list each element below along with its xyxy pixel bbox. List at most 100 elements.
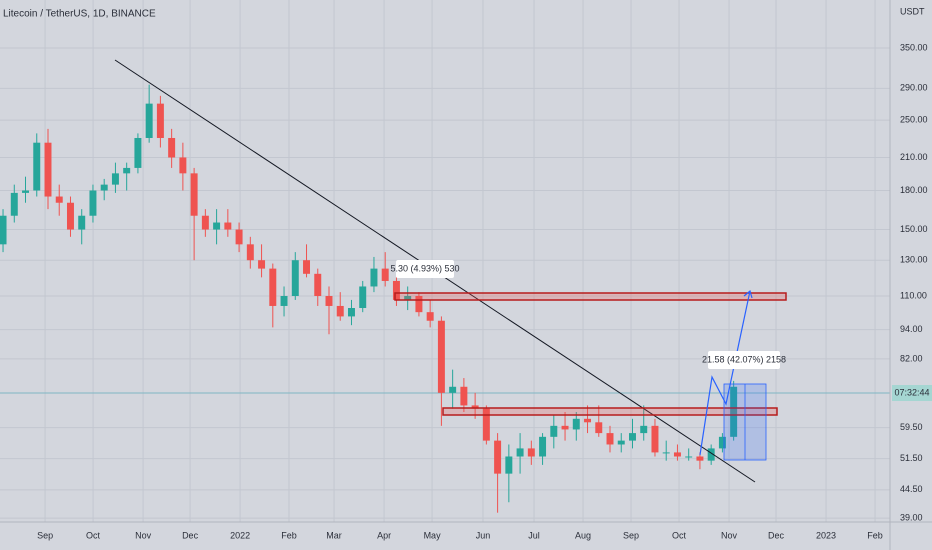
countdown: 07:32:44 bbox=[894, 387, 929, 397]
y-tick-label: 59.50 bbox=[900, 422, 923, 432]
candle-body bbox=[527, 448, 535, 457]
y-tick-label: 350.00 bbox=[900, 42, 928, 52]
x-tick-label: Mar bbox=[326, 530, 342, 540]
candle-body bbox=[685, 456, 693, 458]
annotation-label: 5.30 (4.93%) 530 bbox=[390, 263, 459, 273]
candle-body bbox=[33, 142, 41, 191]
candle-body bbox=[482, 408, 490, 441]
x-tick-label: Nov bbox=[721, 530, 738, 540]
x-tick-label: 2022 bbox=[230, 530, 250, 540]
candle-body bbox=[0, 215, 7, 245]
candle-body bbox=[235, 229, 243, 245]
candle-body bbox=[123, 167, 131, 174]
candle-body bbox=[22, 190, 29, 193]
candle-body bbox=[89, 190, 97, 216]
y-tick-label: 39.00 bbox=[900, 512, 923, 522]
candle-body bbox=[505, 456, 513, 474]
x-tick-label: Sep bbox=[623, 530, 639, 540]
candle-body bbox=[190, 173, 198, 216]
annotation-box bbox=[396, 260, 454, 278]
resistance-zone bbox=[394, 292, 787, 301]
y-tick-label: 110.00 bbox=[900, 290, 927, 300]
candle-body bbox=[78, 215, 86, 230]
x-tick-label: Oct bbox=[86, 530, 101, 540]
x-tick-label: Sep bbox=[37, 530, 53, 540]
annotation-box bbox=[708, 351, 780, 369]
candle-body bbox=[258, 260, 266, 269]
y-tick-label: 51.50 bbox=[900, 453, 923, 463]
candle-body bbox=[269, 268, 277, 306]
candle-body bbox=[606, 433, 614, 445]
candle-body bbox=[66, 202, 74, 230]
candle-body bbox=[629, 433, 636, 441]
y-tick-label: 210.00 bbox=[900, 152, 928, 162]
y-tick-label: 150.00 bbox=[900, 224, 928, 234]
candle-body bbox=[55, 196, 63, 203]
candle-body bbox=[449, 386, 457, 393]
candle-body bbox=[662, 452, 670, 454]
annotation-label: 21.58 (42.07%) 2158 bbox=[702, 354, 786, 364]
candle-body bbox=[730, 386, 738, 437]
candle-body bbox=[303, 260, 311, 274]
x-tick-label: Dec bbox=[182, 530, 199, 540]
y-tick-label: 44.50 bbox=[900, 484, 923, 494]
x-tick-label: Nov bbox=[135, 530, 152, 540]
candle-body bbox=[561, 425, 569, 430]
candle-body bbox=[314, 273, 322, 296]
y-tick-label: 94.00 bbox=[900, 324, 923, 334]
candle-body bbox=[10, 192, 18, 216]
y-tick-label: 130.00 bbox=[900, 255, 928, 265]
candle-body bbox=[246, 244, 254, 261]
projection-arrow bbox=[699, 290, 751, 456]
y-tick-label: 290.00 bbox=[900, 83, 928, 93]
x-tick-label: Feb bbox=[867, 530, 883, 540]
y-tick-label: 180.00 bbox=[900, 185, 928, 195]
candle-body bbox=[673, 452, 681, 457]
candle-body bbox=[640, 425, 648, 434]
candle-body bbox=[347, 308, 355, 317]
candle-body bbox=[370, 268, 378, 287]
arrow-head bbox=[743, 289, 753, 299]
candle-body bbox=[156, 103, 164, 138]
candle-body bbox=[145, 103, 153, 138]
support-zone bbox=[442, 407, 778, 416]
candle-body bbox=[291, 260, 299, 296]
candles bbox=[0, 84, 738, 513]
candle-body bbox=[718, 436, 726, 449]
countdown-box bbox=[892, 385, 932, 401]
x-tick-label: May bbox=[424, 530, 442, 540]
candle-body bbox=[471, 405, 479, 409]
x-tick-label: Oct bbox=[672, 530, 687, 540]
candle-body bbox=[539, 436, 547, 457]
candle-body bbox=[595, 422, 603, 434]
candle-body bbox=[336, 305, 344, 317]
candle-body bbox=[584, 418, 592, 423]
candle-body bbox=[550, 425, 558, 437]
candle-body bbox=[381, 268, 389, 281]
x-tick-label: Apr bbox=[377, 530, 391, 540]
candle-body bbox=[168, 137, 176, 158]
y-tick-label: 250.00 bbox=[900, 114, 928, 124]
candle-body bbox=[696, 456, 704, 461]
candle-body bbox=[437, 320, 445, 393]
candle-body bbox=[460, 386, 468, 406]
x-tick-label: Aug bbox=[575, 530, 591, 540]
y-axis-label: USDT bbox=[900, 6, 925, 16]
candle-body bbox=[516, 448, 524, 457]
candle-body bbox=[415, 295, 423, 313]
candle-body bbox=[707, 448, 715, 461]
candle-body bbox=[392, 280, 400, 300]
x-tick-label: Dec bbox=[768, 530, 785, 540]
x-tick-label: Jul bbox=[528, 530, 540, 540]
chart-title: Litecoin / TetherUS, 1D, BINANCE bbox=[3, 9, 156, 20]
candle-body bbox=[179, 157, 187, 174]
candle-body bbox=[325, 295, 333, 306]
candle-body bbox=[572, 418, 580, 430]
candle-body bbox=[111, 173, 119, 185]
candle-body bbox=[224, 222, 232, 230]
candle-body bbox=[134, 137, 142, 168]
candle-body bbox=[44, 142, 52, 197]
candle-body bbox=[201, 215, 209, 230]
